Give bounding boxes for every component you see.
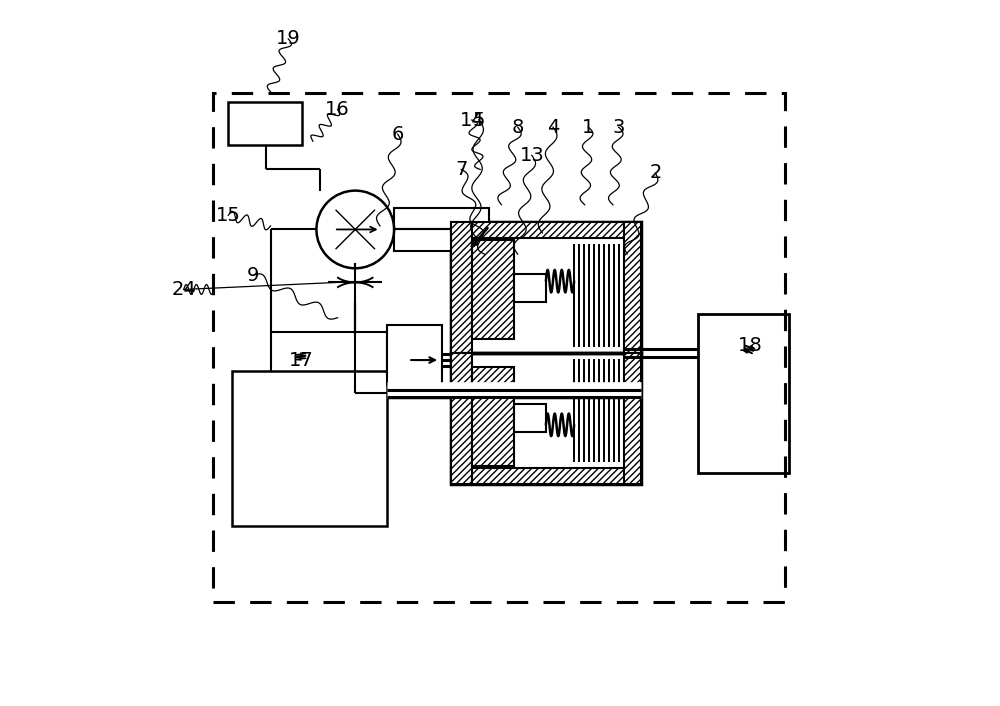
Text: 19: 19 <box>276 30 301 48</box>
Bar <box>451 468 641 484</box>
Bar <box>451 222 641 353</box>
Bar <box>698 314 789 473</box>
Bar <box>394 208 489 251</box>
Bar <box>472 367 514 466</box>
Bar <box>451 222 472 353</box>
Bar <box>451 222 641 238</box>
Text: 3: 3 <box>612 118 625 136</box>
Text: 16: 16 <box>325 100 350 119</box>
Text: 9: 9 <box>247 266 259 285</box>
Bar <box>451 353 641 484</box>
Text: 6: 6 <box>391 125 404 143</box>
Text: 7: 7 <box>455 160 467 179</box>
Bar <box>624 353 641 484</box>
Text: 2: 2 <box>649 164 662 182</box>
Text: 24: 24 <box>171 280 196 299</box>
Text: 13: 13 <box>519 146 544 164</box>
Text: 18: 18 <box>738 337 763 355</box>
Bar <box>232 371 387 526</box>
Text: 5: 5 <box>473 111 485 129</box>
Text: 17: 17 <box>289 351 313 369</box>
Bar <box>213 93 785 602</box>
Bar <box>624 222 641 353</box>
Bar <box>472 240 514 339</box>
Text: 4: 4 <box>547 118 559 136</box>
Bar <box>228 102 302 145</box>
Bar <box>514 404 546 432</box>
Text: 15: 15 <box>216 206 241 225</box>
Text: 1: 1 <box>582 118 594 136</box>
Text: 14: 14 <box>459 111 484 129</box>
Text: 8: 8 <box>511 118 524 136</box>
Bar <box>514 273 546 302</box>
Bar <box>387 325 442 385</box>
Bar <box>451 353 472 484</box>
